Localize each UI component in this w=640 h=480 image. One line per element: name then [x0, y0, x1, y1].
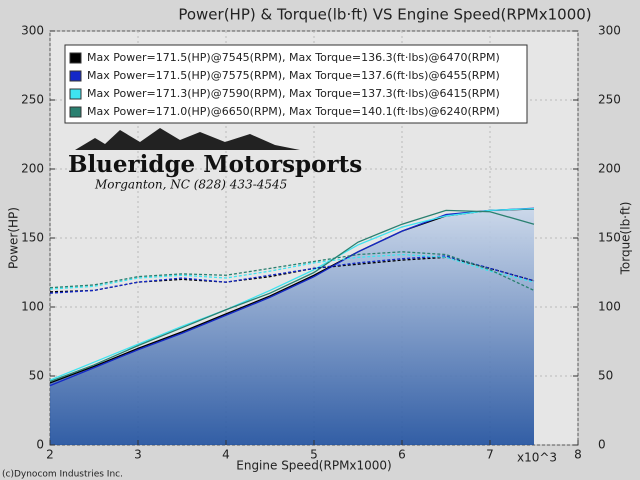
- power-line: [49, 209, 535, 383]
- legend-swatch: [69, 52, 82, 64]
- y2-tick-label: 50: [598, 369, 613, 383]
- y2-tick-label: 300: [598, 24, 621, 38]
- x-tick-label: 2: [46, 448, 54, 462]
- y2-tick-label: 100: [598, 300, 621, 314]
- legend-swatch: [69, 106, 82, 118]
- power-area: [50, 209, 534, 445]
- x-tick-label: 5: [310, 448, 318, 462]
- logo-name: Blueridge Motorsports: [68, 151, 362, 178]
- legend-box: [64, 44, 528, 124]
- y2-tick-label: 250: [598, 93, 621, 107]
- x-tick-label: 8: [574, 448, 582, 462]
- copyright: (c)Dynocom Industries Inc.: [2, 470, 123, 480]
- y2-axis-label: Torque(lb·ft): [619, 202, 633, 276]
- y-tick-label: 50: [29, 369, 44, 383]
- legend-swatch: [69, 88, 82, 100]
- torque-line: [49, 251, 535, 292]
- power-line: [49, 207, 535, 381]
- y-tick-label: 250: [21, 93, 44, 107]
- logo: Blueridge Motorsports Morganton, NC (828…: [68, 128, 362, 192]
- torque-line: [49, 253, 535, 290]
- chart-title: Power(HP) & Torque(lb·ft) VS Engine Spee…: [178, 6, 591, 24]
- x-tick-label: 6: [398, 448, 406, 462]
- legend: Max Power=171.5(HP)@7545(RPM), Max Torqu…: [64, 44, 528, 124]
- logo-contact: Morganton, NC (828) 433-4545: [94, 178, 287, 192]
- legend-entry: Max Power=171.5(HP)@7575(RPM), Max Torqu…: [87, 69, 500, 82]
- legend-entry: Max Power=171.0(HP)@6650(RPM), Max Torqu…: [87, 105, 500, 118]
- x-axis-label: Engine Speed(RPMx1000): [236, 459, 392, 473]
- y-tick-label: 200: [21, 162, 44, 176]
- torque-line: [49, 255, 535, 294]
- logo-mountains: [75, 128, 300, 150]
- y-axis-label: Power(HP): [7, 207, 21, 269]
- x-tick-label: 4: [222, 448, 230, 462]
- legend-entry: Max Power=171.5(HP)@7545(RPM), Max Torqu…: [87, 51, 500, 64]
- x-tick-label: 3: [134, 448, 142, 462]
- x-tick-label: 7: [486, 448, 494, 462]
- y-tick-label: 0: [36, 438, 44, 452]
- legend-entry: Max Power=171.3(HP)@7590(RPM), Max Torqu…: [87, 87, 500, 100]
- x-multiplier: x10^3: [517, 451, 557, 465]
- y2-tick-label: 0: [598, 438, 606, 452]
- y-tick-label: 300: [21, 24, 44, 38]
- legend-swatch: [69, 70, 82, 82]
- y-tick-label: 100: [21, 300, 44, 314]
- y2-tick-label: 150: [598, 231, 621, 245]
- power-line: [49, 207, 535, 387]
- y2-tick-label: 200: [598, 162, 621, 176]
- y-tick-label: 150: [21, 231, 44, 245]
